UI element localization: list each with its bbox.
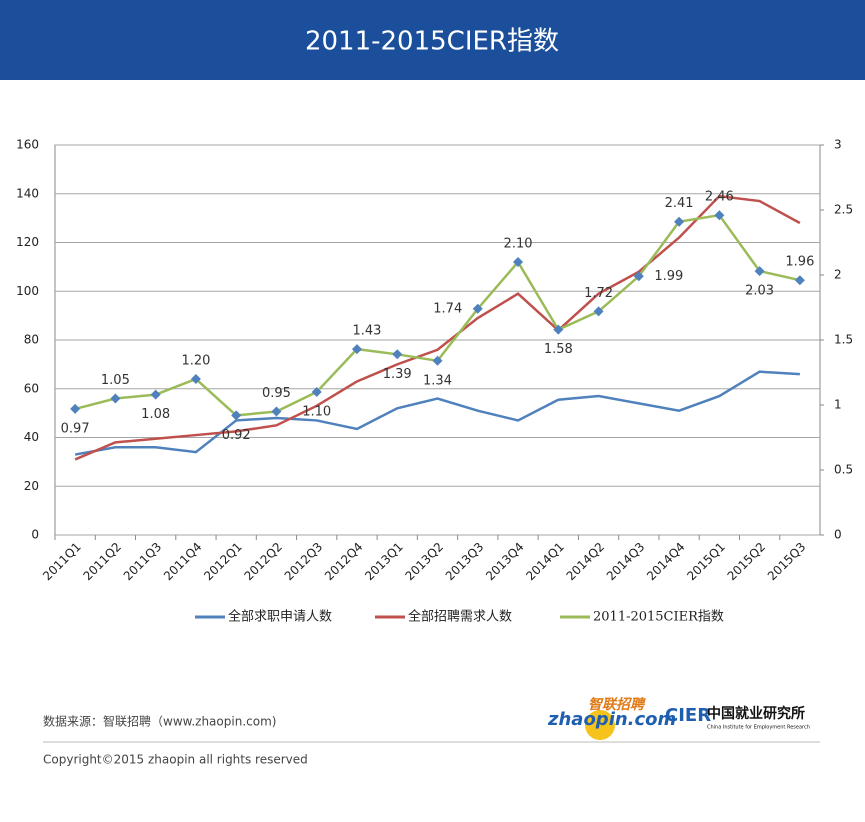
y-tick-label: 20 — [24, 479, 39, 493]
legend-label: 全部招聘需求人数 — [408, 609, 512, 625]
logo-circle — [585, 710, 615, 740]
y2-tick-label: 2 — [834, 268, 842, 282]
logo-cier-en: China Institute for Employment Research — [707, 725, 810, 731]
data-label: 1.43 — [352, 324, 381, 339]
header-band — [0, 0, 865, 80]
x-tick-label: 2014Q3 — [604, 540, 648, 584]
legend-label: 全部求职申请人数 — [228, 609, 332, 625]
x-tick-label: 2011Q3 — [121, 540, 165, 584]
marker — [794, 275, 805, 286]
data-label: 0.97 — [61, 421, 90, 436]
y-tick-label: 0 — [31, 528, 39, 542]
y-tick-label: 80 — [24, 333, 39, 347]
y2-tick-label: 2.5 — [834, 203, 853, 217]
x-tick-label: 2014Q4 — [644, 540, 688, 584]
data-label: 1.96 — [785, 255, 814, 270]
x-tick-label: 2011Q4 — [161, 540, 205, 584]
data-label: 1.99 — [654, 269, 683, 284]
logo-zhaopin-cn: 智联招聘 — [588, 696, 646, 713]
data-label: 1.58 — [544, 342, 573, 357]
logo-cier-cn: 中国就业研究所 — [707, 705, 805, 722]
y-tick-label: 120 — [16, 235, 39, 249]
x-tick-label: 2014Q1 — [523, 540, 567, 584]
data-label: 2.10 — [504, 237, 533, 252]
marker — [674, 216, 685, 227]
x-tick-label: 2011Q1 — [40, 540, 84, 584]
marker — [593, 306, 604, 317]
x-tick-label: 2013Q4 — [483, 540, 527, 584]
y2-tick-label: 1.5 — [834, 333, 853, 347]
marker — [392, 349, 403, 360]
x-tick-label: 2012Q3 — [282, 540, 326, 584]
data-label: 1.34 — [423, 373, 452, 388]
y-tick-label: 160 — [16, 138, 39, 152]
y2-tick-label: 0.5 — [834, 463, 853, 477]
y-tick-label: 140 — [16, 186, 39, 200]
data-label: 2.46 — [705, 190, 734, 205]
y2-tick-label: 1 — [834, 398, 842, 412]
legend-label: 2011-2015CIER指数 — [593, 610, 724, 625]
marker — [754, 266, 765, 277]
marker — [513, 257, 524, 267]
x-tick-label: 2011Q2 — [80, 540, 124, 584]
x-tick-label: 2015Q1 — [684, 540, 728, 584]
x-tick-label: 2012Q2 — [241, 540, 285, 584]
marker — [553, 324, 564, 335]
data-label: 1.10 — [302, 405, 331, 420]
data-label: 0.95 — [262, 386, 291, 401]
x-tick-label: 2014Q2 — [564, 540, 608, 584]
series-line — [74, 370, 800, 456]
logo-zhaopin: zhaopin.com — [547, 709, 676, 730]
marker — [633, 271, 644, 282]
x-tick-label: 2015Q2 — [725, 540, 769, 584]
marker — [70, 403, 81, 414]
y-tick-label: 40 — [24, 430, 39, 444]
marker — [271, 406, 282, 417]
source-note: 数据来源：智联招聘（www.zhaopin.com) — [43, 714, 276, 729]
marker — [190, 374, 201, 384]
data-label: 1.74 — [433, 301, 462, 316]
data-label: 1.05 — [101, 373, 130, 388]
data-label: 2.41 — [665, 196, 694, 211]
data-label: 2.03 — [745, 284, 774, 299]
marker — [231, 410, 242, 421]
x-tick-label: 2015Q3 — [765, 540, 809, 584]
marker — [432, 355, 443, 366]
data-label: 1.39 — [383, 367, 412, 382]
data-label: 1.08 — [141, 407, 170, 422]
x-tick-label: 2012Q1 — [201, 540, 245, 584]
x-tick-label: 2013Q1 — [362, 540, 406, 584]
data-label: 0.92 — [222, 428, 251, 443]
copyright: Copyright©2015 zhaopin all rights reserv… — [43, 753, 308, 767]
marker — [351, 344, 362, 355]
y2-tick-label: 3 — [834, 138, 842, 152]
x-tick-label: 2013Q3 — [443, 540, 487, 584]
marker — [472, 303, 483, 314]
data-label: 1.72 — [584, 286, 613, 301]
logo-cier: CIER — [665, 705, 711, 726]
chart-title: 2011-2015CIER指数 — [305, 27, 559, 57]
y2-tick-label: 0 — [834, 528, 842, 542]
x-tick-label: 2013Q2 — [403, 540, 447, 584]
marker — [150, 389, 161, 400]
series-line — [74, 194, 801, 461]
marker — [311, 387, 322, 397]
marker — [110, 393, 121, 404]
data-label: 1.20 — [181, 354, 210, 369]
y-tick-label: 60 — [24, 381, 39, 395]
x-tick-label: 2012Q4 — [322, 540, 366, 584]
marker — [714, 210, 725, 221]
y-tick-label: 100 — [16, 284, 39, 298]
